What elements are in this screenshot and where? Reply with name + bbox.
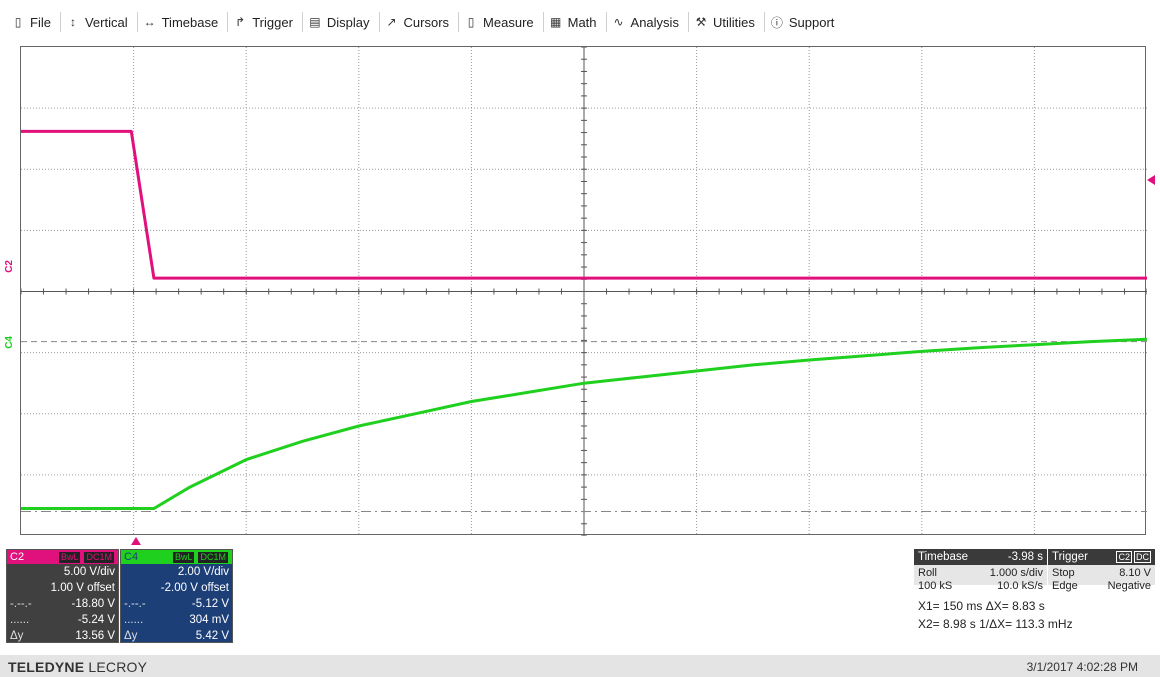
c2-cursor2: -5.24 V xyxy=(77,614,115,626)
menu-label: Trigger xyxy=(252,14,293,30)
analysis-icon: ∿ xyxy=(613,15,624,29)
c4-dc-tag: DC1M xyxy=(197,550,229,564)
menu-label: Utilities xyxy=(712,14,755,30)
menu-label: Support xyxy=(788,14,835,30)
cursor-x1: X1= 150 ms xyxy=(918,599,983,613)
c4-header: C4 BwL DC1M xyxy=(121,550,232,564)
c2-cursor1-label: -.--.- xyxy=(10,598,32,610)
menu-item-measure[interactable]: ▯ Measure xyxy=(459,12,544,32)
utilities-icon: ⚒ xyxy=(695,15,707,29)
timebase-scale: 1.000 s/div xyxy=(989,567,1043,579)
cursor-dx: ΔX= 8.83 s xyxy=(985,599,1045,613)
cursor-inv-dx: 1/ΔX= 113.3 mHz xyxy=(979,617,1073,631)
menu-item-math[interactable]: ▦ Math xyxy=(544,12,607,32)
trace-c2 xyxy=(21,129,1147,280)
c4-cursor1-label: -.--.- xyxy=(124,598,146,610)
waveform-grid xyxy=(21,47,1147,536)
menu-item-file[interactable]: ▯ File xyxy=(6,12,61,32)
c2-dc-tag: DC1M xyxy=(83,550,115,564)
menu-label: Vertical xyxy=(84,14,128,30)
cursor-x2: X2= 8.98 s xyxy=(918,617,976,631)
footer-bar: TELEDYNE LECROY 3/1/2017 4:02:28 PM xyxy=(0,655,1160,677)
c4-name: C4 xyxy=(124,551,139,563)
menu-label: File xyxy=(30,14,51,30)
horizontal-arrows-icon: ↔ xyxy=(143,15,156,29)
timebase-delay: -3.98 s xyxy=(1007,551,1043,563)
brand-light: LECROY xyxy=(88,659,148,675)
c4-cursor1: -5.12 V xyxy=(191,598,229,610)
c4-delta-label: Δy xyxy=(124,630,138,642)
menu-label: Display xyxy=(326,14,370,30)
menu-item-trigger[interactable]: ↱ Trigger xyxy=(228,12,303,32)
c2-cursor2-label: ...... xyxy=(10,614,30,626)
menu-label: Math xyxy=(567,14,597,30)
c2-header: C2 BwL DC1M xyxy=(7,550,118,564)
timebase-trigger-panel: Timebase -3.98 s Roll 1.000 s/div 100 kS… xyxy=(914,549,1155,592)
c2-vdiv: 5.00 V/div xyxy=(63,566,115,578)
trigger-position-marker[interactable] xyxy=(131,537,141,545)
c4-offset: -2.00 V offset xyxy=(160,582,229,594)
math-icon: ▦ xyxy=(549,15,562,29)
menu-label: Cursors xyxy=(403,14,450,30)
c4-bwl-tag: BwL xyxy=(171,550,196,564)
file-icon: ▯ xyxy=(14,15,22,29)
timebase-descriptor[interactable]: Timebase -3.98 s Roll 1.000 s/div 100 kS… xyxy=(914,549,1047,592)
c2-descriptor[interactable]: C2 BwL DC1M 5.00 V/div 1.00 V offset -.-… xyxy=(6,549,119,643)
display-icon: ▤ xyxy=(309,15,321,29)
c4-marker: C4 xyxy=(4,336,15,349)
menu-label: Measure xyxy=(483,14,534,30)
vertical-arrows-icon: ↕ xyxy=(69,15,76,29)
waveform-display[interactable] xyxy=(20,46,1147,536)
trigger-coupling: DC xyxy=(1134,551,1151,563)
menu-item-vertical[interactable]: ↕ Vertical xyxy=(61,12,138,32)
c4-descriptor[interactable]: C4 BwL DC1M 2.00 V/div -2.00 V offset -.… xyxy=(120,549,233,643)
menu-item-timebase[interactable]: ↔ Timebase xyxy=(138,12,229,32)
c4-delta: 5.42 V xyxy=(195,630,229,642)
menu-label: Analysis xyxy=(630,14,679,30)
info-icon: ⓘ xyxy=(770,15,783,30)
menu-item-cursors[interactable]: ↗ Cursors xyxy=(380,12,460,32)
cursors-icon: ↗ xyxy=(386,15,397,29)
trigger-title: Trigger xyxy=(1052,551,1088,563)
c2-offset: 1.00 V offset xyxy=(50,582,115,594)
brand-logo: TELEDYNE LECROY xyxy=(8,659,147,675)
timebase-mode: Roll xyxy=(918,567,937,579)
menu-bar: ▯ File ↕ Vertical ↔ Timebase ↱ Trigger ▤ Display ↗… xyxy=(0,0,1160,44)
c2-name: C2 xyxy=(10,551,25,563)
menu-item-support[interactable]: ⓘ Support xyxy=(765,12,844,32)
trigger-source: C2 xyxy=(1116,551,1132,563)
datetime: 3/1/2017 4:02:28 PM xyxy=(1026,660,1138,674)
brand-bold: TELEDYNE xyxy=(8,659,85,675)
trigger-slope: Negative xyxy=(1107,580,1151,592)
c2-marker: C2 xyxy=(4,260,15,273)
menu-item-display[interactable]: ▤ Display xyxy=(303,12,380,32)
c2-delta: 13.56 V xyxy=(75,630,115,642)
timebase-samples: 100 kS xyxy=(918,580,953,592)
trigger-descriptor[interactable]: Trigger C2 DC Stop 8.10 V Edge Negative xyxy=(1048,549,1155,592)
trigger-level-marker[interactable] xyxy=(1147,175,1155,185)
menu-item-analysis[interactable]: ∿ Analysis xyxy=(607,12,689,32)
trigger-type: Edge xyxy=(1052,580,1078,592)
c4-vdiv: 2.00 V/div xyxy=(177,566,229,578)
c2-cursor1: -18.80 V xyxy=(71,598,115,610)
trigger-level: 8.10 V xyxy=(1119,567,1151,579)
c2-delta-label: Δy xyxy=(10,630,24,642)
timebase-title: Timebase xyxy=(918,551,969,563)
c2-bwl-tag: BwL xyxy=(57,550,82,564)
trigger-icon: ↱ xyxy=(235,15,246,29)
trigger-state: Stop xyxy=(1052,567,1075,579)
timebase-rate: 10.0 kS/s xyxy=(997,580,1043,592)
menu-label: Timebase xyxy=(161,14,219,30)
c4-cursor2: 304 mV xyxy=(189,614,229,626)
menu-item-utilities[interactable]: ⚒ Utilities xyxy=(689,12,765,32)
trace-c4 xyxy=(21,337,1147,510)
measure-icon: ▯ xyxy=(467,15,475,29)
c4-cursor2-label: ...... xyxy=(124,614,144,626)
cursor-readout: X1= 150 ms ΔX= 8.83 s X2= 8.98 s 1/ΔX= 1… xyxy=(918,597,1073,633)
